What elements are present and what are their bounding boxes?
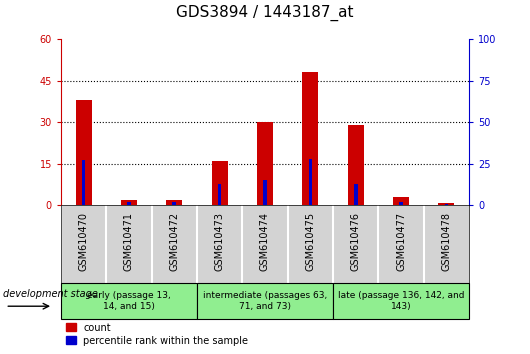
Bar: [445, 204, 448, 205]
Bar: [197, 283, 333, 319]
Bar: [166, 200, 182, 205]
Text: development stage: development stage: [3, 289, 98, 299]
Bar: [127, 202, 131, 205]
Text: late (passage 136, 142, and
143): late (passage 136, 142, and 143): [338, 291, 464, 310]
Bar: [211, 161, 227, 205]
Text: intermediate (passages 63,
71, and 73): intermediate (passages 63, 71, and 73): [203, 291, 327, 310]
Bar: [121, 200, 137, 205]
Bar: [257, 122, 273, 205]
Text: GSM610472: GSM610472: [169, 212, 179, 271]
Text: GDS3894 / 1443187_at: GDS3894 / 1443187_at: [176, 5, 354, 21]
Bar: [172, 202, 176, 205]
Bar: [61, 283, 197, 319]
Bar: [354, 184, 358, 205]
Bar: [438, 202, 454, 205]
Bar: [76, 100, 92, 205]
Text: GSM610473: GSM610473: [215, 212, 225, 270]
Text: early (passage 13,
14, and 15): early (passage 13, 14, and 15): [87, 291, 171, 310]
Bar: [308, 159, 312, 205]
Bar: [303, 72, 319, 205]
Bar: [348, 125, 364, 205]
Text: GSM610471: GSM610471: [124, 212, 134, 270]
Text: GSM610476: GSM610476: [351, 212, 361, 270]
Bar: [218, 184, 222, 205]
Bar: [399, 202, 403, 205]
Text: GSM610470: GSM610470: [78, 212, 89, 270]
Bar: [393, 197, 409, 205]
Bar: [333, 283, 469, 319]
Text: GSM610475: GSM610475: [305, 212, 315, 271]
Text: GSM610477: GSM610477: [396, 212, 406, 271]
Text: GSM610478: GSM610478: [441, 212, 452, 270]
Bar: [82, 160, 85, 205]
Legend: count, percentile rank within the sample: count, percentile rank within the sample: [66, 323, 249, 346]
Text: GSM610474: GSM610474: [260, 212, 270, 270]
Bar: [263, 181, 267, 205]
